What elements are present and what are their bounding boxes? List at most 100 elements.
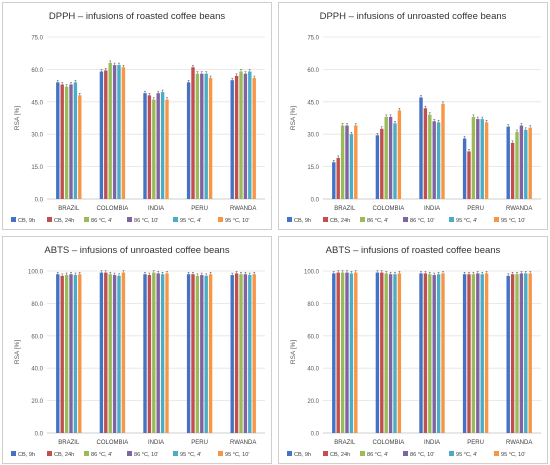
bar bbox=[230, 80, 234, 199]
legend-swatch bbox=[127, 217, 132, 222]
bar bbox=[354, 272, 358, 433]
legend-swatch bbox=[403, 451, 408, 456]
x-tick-label: PERU bbox=[191, 206, 208, 212]
y-tick-label: 75.0 bbox=[307, 36, 319, 42]
bar bbox=[56, 274, 60, 433]
bar bbox=[462, 274, 467, 433]
bar bbox=[112, 275, 117, 433]
legend-label: 95 °C, 4' bbox=[456, 452, 477, 458]
chart-title: DPPH – infusions of unroasted coffee bea… bbox=[319, 11, 507, 22]
bar bbox=[60, 275, 64, 433]
bar bbox=[239, 71, 243, 199]
legend-label: 95 °C, 10' bbox=[501, 218, 525, 224]
bar bbox=[428, 274, 432, 433]
bar bbox=[336, 272, 340, 433]
bar bbox=[117, 275, 121, 433]
bar bbox=[112, 65, 117, 199]
bar bbox=[248, 275, 252, 433]
bar bbox=[345, 125, 349, 199]
x-tick-label: RWANDA bbox=[506, 440, 532, 446]
legend-swatch bbox=[449, 217, 454, 222]
x-tick-label: BRAZIL bbox=[58, 440, 80, 446]
bar bbox=[349, 273, 354, 433]
bar bbox=[349, 134, 354, 199]
bar bbox=[524, 273, 528, 433]
chart-panel-dpph-unroasted: DPPH – infusions of unroasted coffee bea… bbox=[278, 2, 548, 230]
bar bbox=[506, 126, 510, 199]
bar bbox=[423, 273, 428, 433]
bar bbox=[528, 127, 532, 199]
bar bbox=[156, 273, 160, 433]
bar bbox=[208, 274, 213, 433]
x-tick-label: INDIA bbox=[424, 440, 440, 446]
bar bbox=[510, 142, 515, 199]
bar bbox=[397, 273, 402, 433]
bar bbox=[380, 272, 384, 433]
bar bbox=[99, 71, 104, 199]
bar bbox=[156, 93, 160, 199]
x-tick-label: COLOMBIA bbox=[97, 440, 129, 446]
bar bbox=[195, 73, 200, 199]
legend-label: 95 °C, 4' bbox=[456, 218, 477, 224]
legend-swatch bbox=[360, 451, 365, 456]
bar bbox=[195, 275, 200, 433]
legend-swatch bbox=[173, 217, 178, 222]
bar bbox=[234, 273, 239, 433]
bar bbox=[191, 274, 195, 433]
y-tick-label: 45.0 bbox=[307, 100, 319, 106]
bar bbox=[69, 84, 73, 199]
bar bbox=[441, 273, 445, 433]
y-axis-label: RSA [%] bbox=[14, 106, 21, 130]
legend-label: CB, 9h bbox=[18, 452, 35, 458]
bar bbox=[204, 275, 208, 433]
bar bbox=[160, 274, 165, 433]
bar bbox=[104, 272, 108, 433]
bar bbox=[428, 114, 432, 199]
x-tick-label: COLOMBIA bbox=[373, 206, 405, 212]
chart-svg: 0.0 20.0 40.0 60.0 80.0 100.0 RSA [%] BRAZIL COL… bbox=[287, 270, 541, 458]
x-tick-label: COLOMBIA bbox=[373, 440, 405, 446]
bar bbox=[165, 273, 169, 433]
bar bbox=[423, 108, 428, 199]
chart-panel-abts-unroasted: ABTS – infusions of unroasted coffee bea… bbox=[2, 236, 272, 464]
bar bbox=[397, 110, 402, 199]
bar bbox=[432, 275, 436, 433]
legend-label: 86 °C, 10' bbox=[134, 218, 158, 224]
bar bbox=[515, 274, 519, 433]
bar bbox=[69, 274, 73, 433]
y-tick-label: 30.0 bbox=[307, 133, 319, 139]
legend-label: 95 °C, 10' bbox=[501, 452, 525, 458]
legend-label: CB, 9h bbox=[18, 218, 35, 224]
bar bbox=[117, 65, 121, 199]
legend-label: CB, 9h bbox=[294, 452, 311, 458]
bar bbox=[243, 274, 248, 433]
x-tick-label: BRAZIL bbox=[334, 206, 356, 212]
x-tick-label: RWANDA bbox=[230, 206, 256, 212]
bar bbox=[186, 82, 191, 199]
bar bbox=[60, 84, 64, 199]
bar bbox=[108, 274, 112, 433]
y-tick-label: 60.0 bbox=[307, 68, 319, 74]
bar bbox=[200, 73, 204, 199]
legend-swatch bbox=[403, 217, 408, 222]
y-tick-label: 15.0 bbox=[307, 165, 319, 171]
bar bbox=[78, 274, 82, 433]
bar bbox=[375, 272, 380, 433]
bar bbox=[393, 123, 397, 199]
bar bbox=[64, 86, 69, 199]
legend-swatch bbox=[494, 217, 499, 222]
bar bbox=[484, 273, 489, 433]
bar bbox=[524, 129, 528, 199]
x-tick-label: RWANDA bbox=[506, 206, 532, 212]
y-tick-label: 60.0 bbox=[31, 334, 43, 340]
bar bbox=[143, 93, 147, 199]
bar bbox=[64, 275, 69, 433]
legend-label: 95 °C, 4' bbox=[180, 452, 201, 458]
bar bbox=[160, 92, 165, 199]
chart-svg: 0.0 20.0 40.0 60.0 80.0 100.0 RSA [%] BRAZIL COL… bbox=[11, 270, 265, 458]
legend-label: CB, 24h bbox=[330, 452, 350, 458]
legend-label: CB, 24h bbox=[54, 218, 74, 224]
bar bbox=[419, 273, 423, 433]
legend-swatch bbox=[218, 217, 223, 222]
legend-label: 86 °C, 10' bbox=[410, 452, 434, 458]
